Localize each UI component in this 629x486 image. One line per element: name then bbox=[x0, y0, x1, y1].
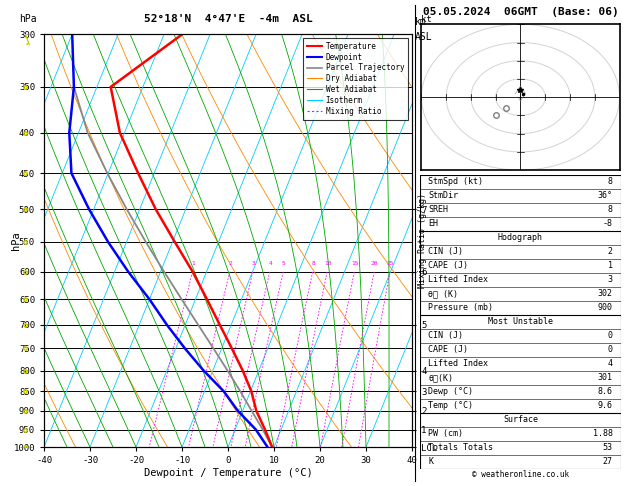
Text: CIN (J): CIN (J) bbox=[428, 331, 463, 341]
Text: Temp (°C): Temp (°C) bbox=[428, 401, 473, 411]
Text: 2: 2 bbox=[608, 247, 613, 257]
Text: CIN (J): CIN (J) bbox=[428, 247, 463, 257]
Text: Lifted Index: Lifted Index bbox=[428, 276, 488, 284]
Text: ASL: ASL bbox=[415, 32, 433, 42]
Text: 25: 25 bbox=[387, 261, 394, 266]
Text: Pressure (mb): Pressure (mb) bbox=[428, 303, 493, 312]
Text: 8: 8 bbox=[311, 261, 315, 266]
Text: 15: 15 bbox=[351, 261, 359, 266]
Text: 9.6: 9.6 bbox=[598, 401, 613, 411]
Legend: Temperature, Dewpoint, Parcel Trajectory, Dry Adiabat, Wet Adiabat, Isotherm, Mi: Temperature, Dewpoint, Parcel Trajectory… bbox=[303, 38, 408, 120]
Text: Dewp (°C): Dewp (°C) bbox=[428, 387, 473, 397]
Text: Hodograph: Hodograph bbox=[498, 233, 543, 243]
Text: 5: 5 bbox=[282, 261, 286, 266]
Text: 0: 0 bbox=[608, 346, 613, 354]
Text: CAPE (J): CAPE (J) bbox=[428, 261, 468, 271]
Text: 8: 8 bbox=[608, 206, 613, 214]
Text: 1.88: 1.88 bbox=[593, 430, 613, 438]
Text: 36°: 36° bbox=[598, 191, 613, 200]
Text: θᴇ(K): θᴇ(K) bbox=[428, 373, 454, 382]
Text: kt: kt bbox=[421, 15, 432, 23]
Text: hPa: hPa bbox=[11, 231, 21, 250]
Text: km: km bbox=[415, 17, 427, 27]
Text: PW (cm): PW (cm) bbox=[428, 430, 463, 438]
Text: θᴇ (K): θᴇ (K) bbox=[428, 290, 458, 298]
Text: 8: 8 bbox=[608, 177, 613, 187]
X-axis label: Dewpoint / Temperature (°C): Dewpoint / Temperature (°C) bbox=[143, 468, 313, 478]
Text: 4: 4 bbox=[608, 360, 613, 368]
Text: 2: 2 bbox=[228, 261, 232, 266]
Text: 1: 1 bbox=[608, 261, 613, 271]
Text: 52°18'N  4°47'E  -4m  ASL: 52°18'N 4°47'E -4m ASL bbox=[143, 14, 313, 24]
Text: StmDir: StmDir bbox=[428, 191, 458, 200]
Text: CAPE (J): CAPE (J) bbox=[428, 346, 468, 354]
Text: © weatheronline.co.uk: © weatheronline.co.uk bbox=[472, 469, 569, 479]
Text: 301: 301 bbox=[598, 373, 613, 382]
Text: 10: 10 bbox=[324, 261, 331, 266]
Text: 05.05.2024  06GMT  (Base: 06): 05.05.2024 06GMT (Base: 06) bbox=[423, 7, 618, 17]
Text: 3: 3 bbox=[608, 276, 613, 284]
Text: Lifted Index: Lifted Index bbox=[428, 360, 488, 368]
Text: 20: 20 bbox=[371, 261, 379, 266]
Text: Totals Totals: Totals Totals bbox=[428, 444, 493, 452]
Text: 1: 1 bbox=[191, 261, 195, 266]
Text: 900: 900 bbox=[598, 303, 613, 312]
Text: 8.6: 8.6 bbox=[598, 387, 613, 397]
Text: SREH: SREH bbox=[428, 206, 448, 214]
Text: Mixing Ratio (g/kg): Mixing Ratio (g/kg) bbox=[418, 193, 427, 288]
Text: Surface: Surface bbox=[503, 416, 538, 424]
Text: 3: 3 bbox=[252, 261, 255, 266]
Text: 27: 27 bbox=[603, 457, 613, 467]
Text: Most Unstable: Most Unstable bbox=[488, 317, 553, 327]
Text: K: K bbox=[428, 457, 433, 467]
Text: 0: 0 bbox=[608, 331, 613, 341]
Text: 4: 4 bbox=[269, 261, 272, 266]
Text: -8: -8 bbox=[603, 220, 613, 228]
Text: StmSpd (kt): StmSpd (kt) bbox=[428, 177, 483, 187]
Text: EH: EH bbox=[428, 220, 438, 228]
Text: hPa: hPa bbox=[19, 14, 36, 24]
Text: 302: 302 bbox=[598, 290, 613, 298]
Text: 53: 53 bbox=[603, 444, 613, 452]
